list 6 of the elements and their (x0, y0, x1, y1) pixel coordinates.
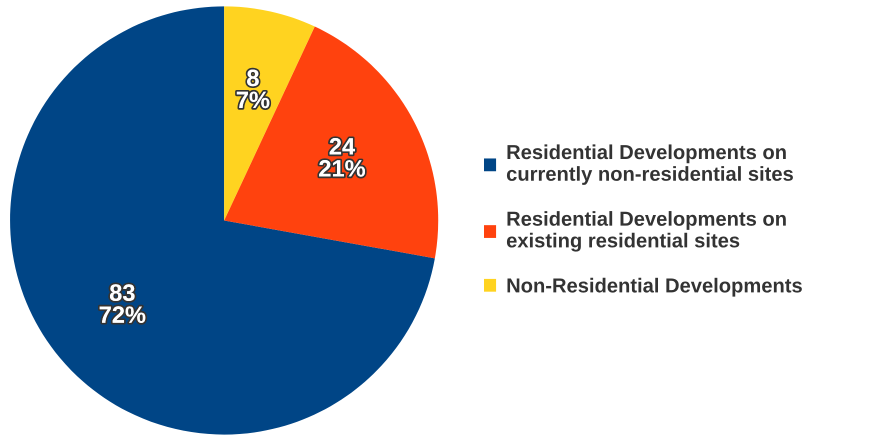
data-label: 83 72% (100, 284, 146, 323)
legend-label: Residential Developments on currently non-residential sites (506, 144, 793, 185)
data-label: 8 7% (236, 70, 270, 108)
data-label: 24 21% (319, 138, 365, 177)
legend-label: Residential Developments on existing residential sites (506, 211, 786, 252)
legend-label: Non-Residential Developments (507, 278, 802, 297)
